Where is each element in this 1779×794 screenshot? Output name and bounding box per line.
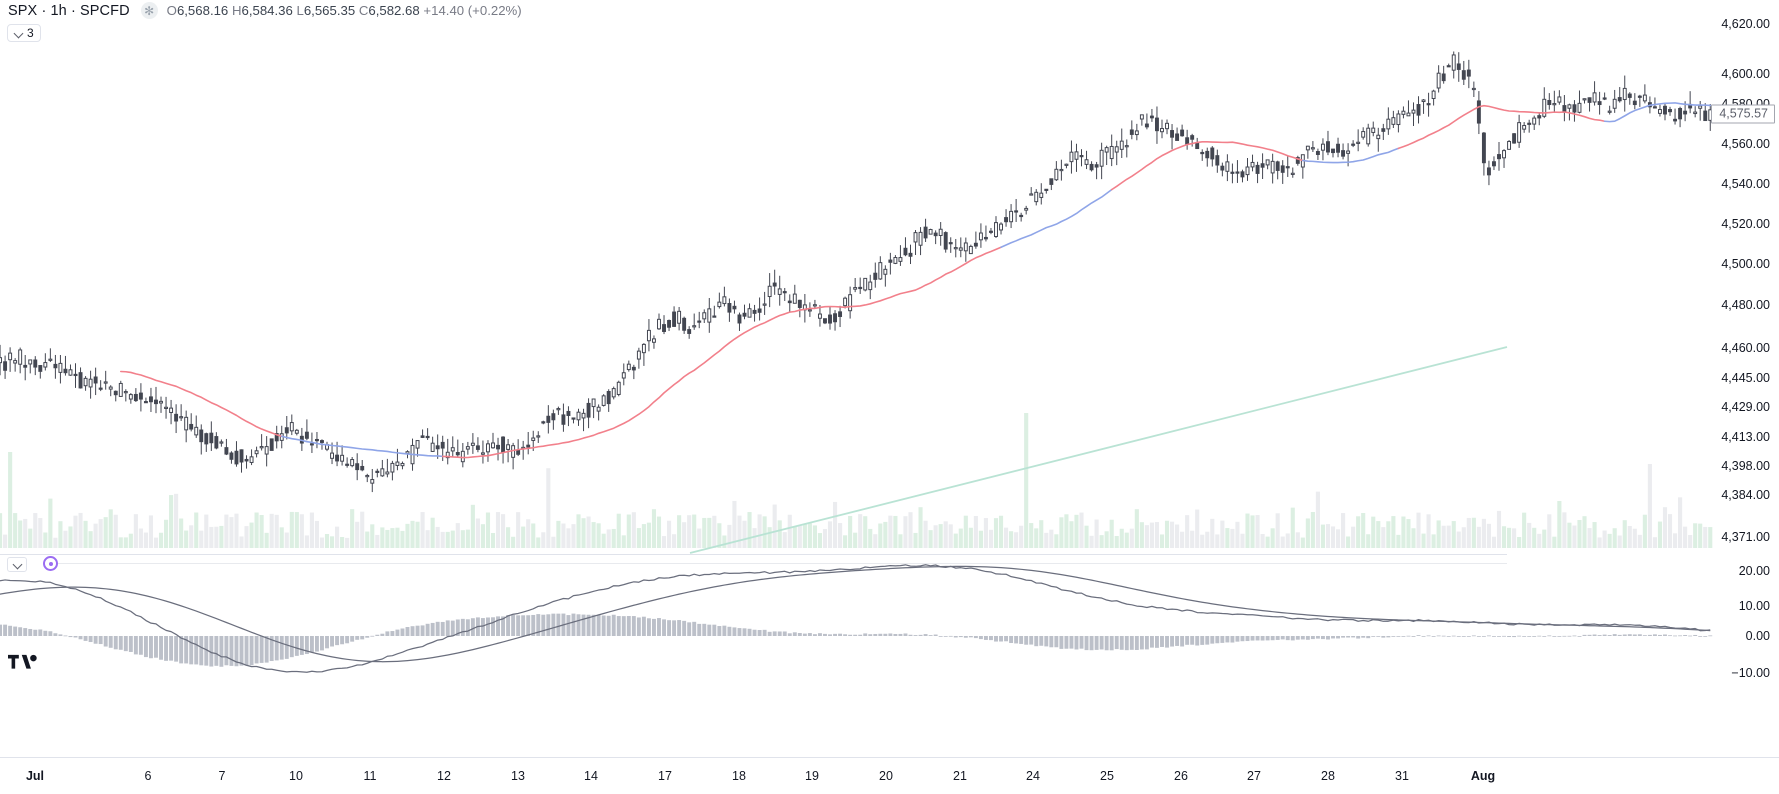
price-axis-label: 4,398.00 [1721, 459, 1770, 473]
pane-divider [0, 554, 1507, 555]
price-axis-label: 4,620.00 [1721, 17, 1770, 31]
price-axis-label: 4,384.00 [1721, 488, 1770, 502]
current-price-tag[interactable]: 4,575.57 [1711, 104, 1775, 124]
time-axis[interactable]: Jul 6 7 10 11 12 13 14 17 18 19 20 21 24 25 26 27 28 31 Aug [0, 757, 1779, 794]
ma-red-segment [119, 370, 283, 438]
volume-series [0, 413, 1713, 548]
macd-axis-label: 10.00 [1738, 599, 1770, 613]
time-axis-label: Aug [1470, 769, 1496, 783]
price-axis[interactable]: 4,620.004,600.004,580.004,560.004,540.00… [1507, 0, 1779, 553]
time-axis-label: 28 [1321, 769, 1335, 783]
change-percent: (+0.22%) [467, 3, 522, 18]
price-axis-label: 4,480.00 [1721, 298, 1770, 312]
time-axis-label: 6 [144, 769, 152, 783]
ma-blue-segment [1000, 188, 1113, 249]
high-value: 6,584.36 [241, 3, 293, 18]
price-axis-label: 4,520.00 [1721, 217, 1770, 231]
ma-red-segment [1110, 141, 1304, 191]
price-axis-label: 4,429.00 [1721, 400, 1770, 414]
time-axis-label: 10 [289, 769, 303, 783]
time-axis-label: Jul [25, 769, 45, 783]
tradingview-logo-icon [8, 654, 37, 669]
ma-blue-segment [1603, 102, 1712, 123]
change-value: +14.40 [423, 3, 465, 18]
open-label: O [166, 3, 177, 18]
ma-red-segment [1397, 104, 1606, 150]
price-axis-label: 4,500.00 [1721, 257, 1770, 271]
high-label: H [231, 3, 242, 18]
time-axis-label: 19 [805, 769, 819, 783]
time-axis-label: 20 [879, 769, 893, 783]
time-axis-label: 27 [1247, 769, 1261, 783]
time-axis-label: 24 [1026, 769, 1040, 783]
ma-blue-segment [1302, 147, 1400, 164]
ma-blue-segment [280, 435, 444, 458]
symbol-title[interactable]: SPX · 1h · SPCFD [8, 2, 130, 19]
open-value: 6,568.16 [176, 3, 229, 18]
time-axis-label: 12 [437, 769, 451, 783]
chart-legend: SPX · 1h · SPCFD ✻ O6,568.16 H6,584.36 L… [8, 2, 522, 19]
time-axis-label: 11 [363, 769, 377, 783]
price-axis-label: 4,560.00 [1721, 137, 1770, 151]
macd-pane-resize-handle[interactable] [43, 556, 58, 571]
macd-collapse-button[interactable] [7, 557, 27, 572]
macd-axis-label: 0.00 [1745, 629, 1770, 643]
price-pane[interactable] [0, 0, 1713, 554]
chevron-down-icon [14, 29, 23, 38]
price-axis-label: 4,540.00 [1721, 177, 1770, 191]
low-value: 6,565.35 [303, 3, 356, 18]
price-axis-label: 4,460.00 [1721, 341, 1770, 355]
ohlc-values: O6,568.16 H6,584.36 L6,565.35 C6,582.68 … [167, 3, 522, 18]
macd-chart-canvas [0, 564, 1713, 673]
candlestick-series [0, 51, 1713, 493]
price-axis-label: 4,413.00 [1721, 430, 1770, 444]
time-axis-label: 14 [584, 769, 598, 783]
close-label: C [358, 3, 369, 18]
time-axis-label: 13 [511, 769, 525, 783]
price-chart-canvas [0, 51, 1713, 554]
time-axis-label: 7 [218, 769, 226, 783]
bar-count-dropdown[interactable]: 3 [7, 24, 41, 42]
time-axis-label: 21 [953, 769, 967, 783]
bar-count-value: 3 [27, 26, 34, 40]
price-axis-label: 4,600.00 [1721, 67, 1770, 81]
price-axis-label: 4,371.00 [1721, 530, 1770, 544]
time-axis-label: 25 [1100, 769, 1114, 783]
chevron-down-icon [13, 560, 22, 569]
snowflake-icon[interactable]: ✻ [140, 2, 158, 19]
time-axis-label: 31 [1395, 769, 1409, 783]
macd-pane-top-line [58, 563, 1507, 564]
macd-axis-label: 20.00 [1738, 564, 1770, 578]
macd-signal-line [0, 565, 1711, 663]
ma-red-segment [441, 246, 1002, 459]
macd-axis-label: −10.00 [1731, 666, 1770, 680]
low-label: L [296, 3, 304, 18]
macd-axis[interactable]: 20.00 10.00 0.00 −10.00 [1507, 556, 1779, 756]
trend-line [689, 346, 1508, 554]
time-axis-label: 26 [1174, 769, 1188, 783]
macd-pane[interactable] [0, 556, 1713, 756]
close-value: 6,582.68 [368, 3, 420, 18]
time-axis-label: 18 [732, 769, 746, 783]
macd-histogram [0, 613, 1713, 667]
time-axis-label: 17 [658, 769, 672, 783]
price-axis-label: 4,445.00 [1721, 371, 1770, 385]
